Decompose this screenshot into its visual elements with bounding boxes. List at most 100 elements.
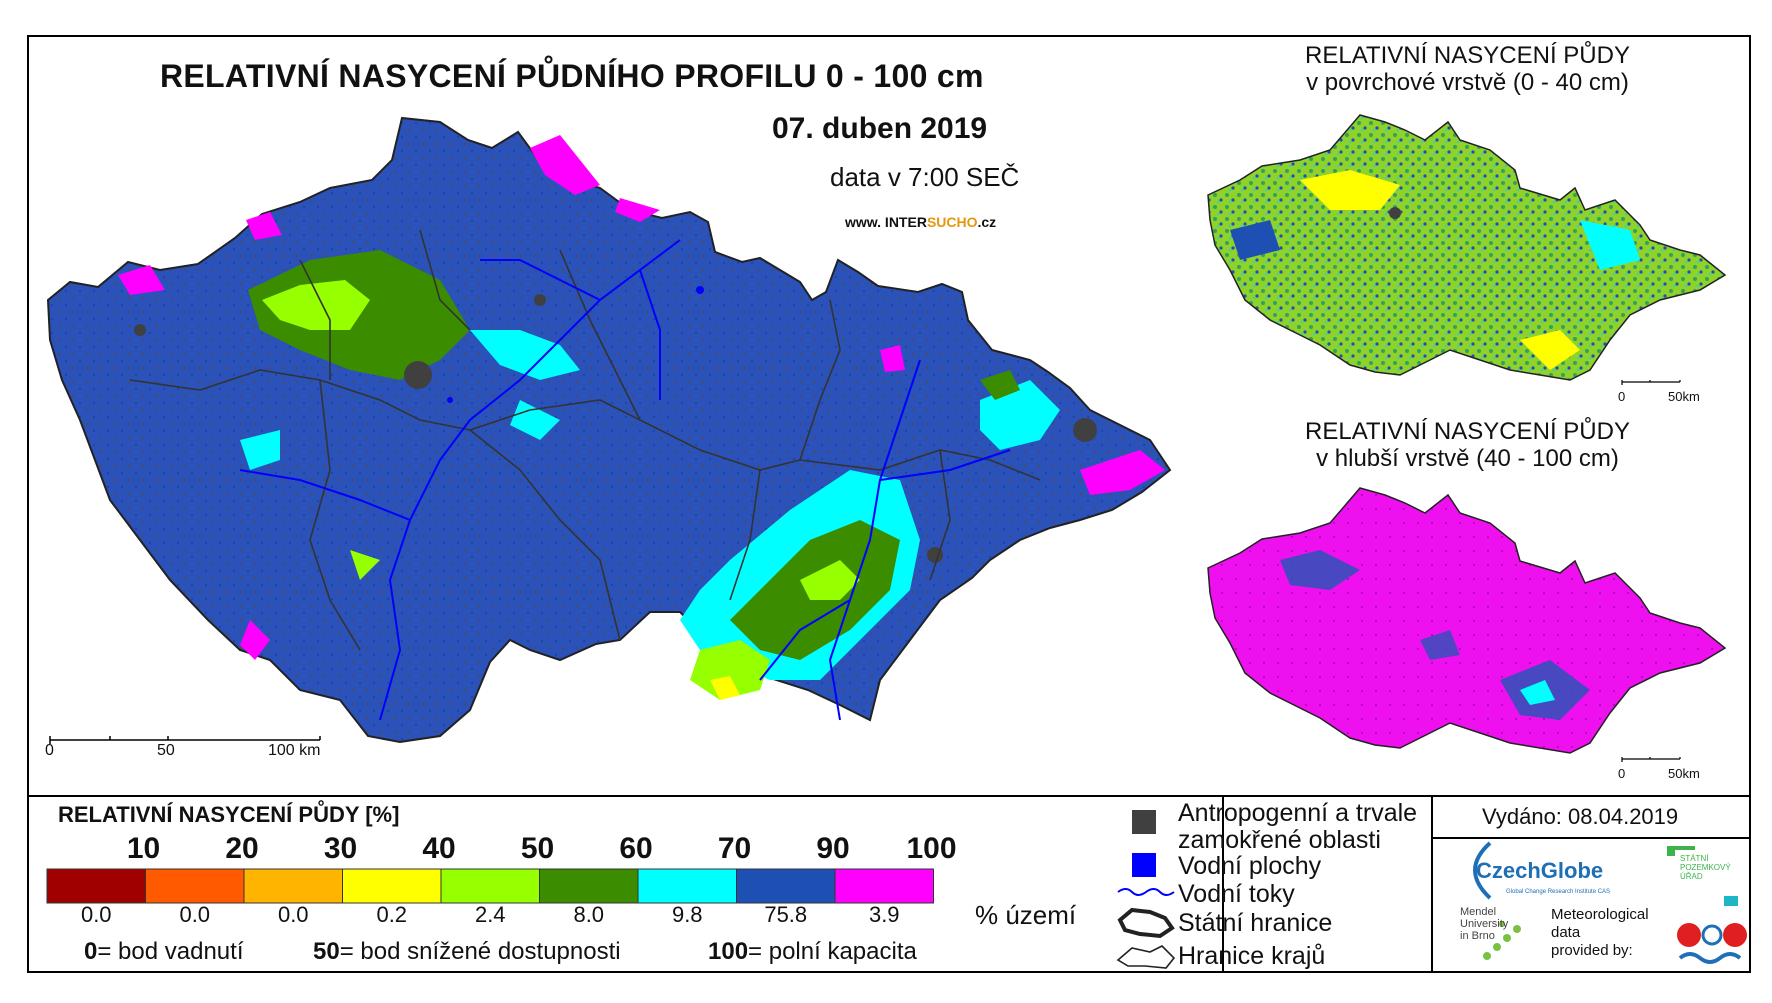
note-reduced-availability: 50= bod snížené dostupnosti bbox=[313, 938, 621, 966]
legend-region-border: Hranice krajů bbox=[1178, 942, 1326, 970]
spu-logo-text: STÁTNÍ POZEMKOVÝ ÚŘAD bbox=[1680, 854, 1731, 881]
spu-line1: STÁTNÍ bbox=[1680, 854, 1709, 863]
legend-class-swatch bbox=[736, 868, 836, 904]
legend-class-swatch bbox=[243, 868, 343, 904]
website-link[interactable]: www. INTERSUCHO.cz bbox=[845, 214, 996, 230]
inset-top-scale-label-0: 0 bbox=[1618, 389, 1626, 404]
legend-tick-label: 60 bbox=[619, 832, 653, 865]
rivers bbox=[239, 239, 1011, 721]
legend-class-swatch bbox=[834, 868, 934, 904]
legend-class-share: 0.0 bbox=[80, 902, 112, 927]
main-scale-label-0: 0 bbox=[45, 742, 54, 759]
legend-class-share: 8.0 bbox=[573, 902, 605, 927]
czechglobe-logo-icon bbox=[1473, 841, 1492, 900]
river-symbol bbox=[1117, 888, 1175, 896]
map-date: 07. duben 2019 bbox=[772, 112, 988, 145]
mendel-line3: in Brno bbox=[1460, 930, 1495, 942]
website-prefix: www. INTER bbox=[845, 214, 927, 230]
inset-deep-title-line1: RELATIVNÍ NASYCENÍ PŮDY bbox=[1305, 418, 1630, 445]
legend-class-swatch bbox=[637, 868, 737, 904]
legend-tick-label: 30 bbox=[323, 832, 358, 865]
czechglobe-logo-subtext: Global Change Research Institute CAS bbox=[1506, 889, 1611, 895]
legend-anthropogenic: Antropogenní a trvale zamokřené oblasti bbox=[1178, 800, 1417, 854]
legend-divider-vertical bbox=[1222, 797, 1224, 973]
legend-class-share: 0.0 bbox=[179, 902, 211, 927]
mendel-line1: Mendel bbox=[1460, 906, 1497, 918]
note-reduced-text: = bod snížené dostupnosti bbox=[339, 938, 621, 965]
main-map bbox=[46, 116, 1172, 744]
spu-line2: POZEMKOVÝ bbox=[1680, 863, 1731, 872]
met-line1: Meteorological bbox=[1551, 906, 1649, 923]
legend-tick-label: 40 bbox=[422, 832, 456, 865]
legend-class-swatch bbox=[46, 868, 146, 904]
water-area-swatch bbox=[1132, 853, 1156, 877]
inset-surface-title: RELATIVNÍ NASYCENÍ PŮDY v povrchové vrst… bbox=[1305, 42, 1630, 96]
legend-anthropogenic-line1: Antropogenní a trvale bbox=[1178, 799, 1418, 827]
region-border-symbol bbox=[1116, 945, 1176, 969]
issued-date: Vydáno: 08.04.2019 bbox=[1482, 804, 1679, 829]
legend-state-border: Státní hranice bbox=[1178, 909, 1333, 937]
inset-top-scale bbox=[1621, 380, 1681, 385]
note-field-capacity-value: 100 bbox=[708, 938, 749, 965]
legend-tick-label: 10 bbox=[126, 832, 161, 865]
inset-surface-title-line1: RELATIVNÍ NASYCENÍ PŮDY bbox=[1305, 42, 1630, 69]
map-title: RELATIVNÍ NASYCENÍ PŮDNÍHO PROFILU 0 - 1… bbox=[160, 58, 984, 94]
inset-top-scale-label-50: 50km bbox=[1668, 389, 1700, 404]
region-borders bbox=[129, 229, 1041, 651]
legend-anthropogenic-line2: zamokřené oblasti bbox=[1178, 826, 1381, 854]
note-wilting-point: 0= bod vadnutí bbox=[84, 938, 243, 966]
spu-logo-icon bbox=[1667, 846, 1738, 906]
map-frame bbox=[27, 35, 1751, 973]
mendel-logo-icon bbox=[1483, 921, 1521, 960]
legend-class-share: 0.0 bbox=[277, 902, 309, 927]
main-scale-label-100: 100 km bbox=[268, 742, 321, 759]
inset-deep-title-line2: v hlubší vrstvě (40 - 100 cm) bbox=[1316, 445, 1619, 472]
legend-title: RELATIVNÍ NASYCENÍ PŮDY [%] bbox=[58, 802, 400, 827]
inset-surface-title-line2: v povrchové vrstvě (0 - 40 cm) bbox=[1306, 69, 1629, 96]
website-highlight: SUCHO bbox=[926, 214, 978, 230]
main-scale-label-50: 50 bbox=[157, 742, 175, 759]
spu-line3: ÚŘAD bbox=[1680, 872, 1703, 881]
state-border-symbol bbox=[1117, 907, 1175, 939]
anthropogenic-swatch bbox=[1132, 810, 1156, 834]
legend-tick-label: 20 bbox=[225, 832, 259, 865]
legend-tick-label: 50 bbox=[520, 832, 555, 865]
inset-bottom-scale-label-50: 50km bbox=[1668, 766, 1700, 781]
note-reduced-value: 50 bbox=[313, 938, 340, 965]
note-field-capacity: 100= polní kapacita bbox=[708, 938, 917, 966]
met-data-credit: Meteorological data provided by: bbox=[1551, 906, 1649, 960]
chmi-logo-icon bbox=[1677, 923, 1747, 964]
legend-color-bar bbox=[46, 868, 934, 904]
legend-class-swatch bbox=[145, 868, 245, 904]
legend-tick-label: 90 bbox=[816, 832, 850, 865]
czechglobe-logo-text: CzechGlobe bbox=[1476, 858, 1604, 883]
inset-deep-title: RELATIVNÍ NASYCENÍ PŮDY v hlubší vrstvě … bbox=[1305, 418, 1630, 472]
legend-unit: % území bbox=[975, 900, 1077, 930]
note-wilting-text: = bod vadnutí bbox=[97, 938, 244, 965]
legend-tick-label: 70 bbox=[717, 832, 752, 865]
data-time: data v 7:00 SEČ bbox=[830, 162, 1020, 192]
inset-bottom-scale bbox=[1621, 757, 1681, 762]
legend-tick-label: 100 bbox=[906, 832, 957, 865]
legend-class-share: 9.8 bbox=[671, 902, 703, 927]
met-line3: provided by: bbox=[1551, 942, 1633, 959]
note-field-capacity-text: = polní kapacita bbox=[748, 938, 917, 965]
legend-class-swatch bbox=[342, 868, 442, 904]
mendel-line2: University bbox=[1460, 918, 1509, 930]
legend-water-areas: Vodní plochy bbox=[1178, 852, 1322, 880]
legend-class-share: 0.2 bbox=[376, 902, 408, 927]
legend-rivers: Vodní toky bbox=[1178, 880, 1295, 908]
website-suffix: .cz bbox=[977, 214, 997, 230]
legend-class-share: 75.8 bbox=[764, 902, 808, 927]
inset-bottom-scale-label-0: 0 bbox=[1618, 766, 1626, 781]
legend-class-share: 2.4 bbox=[474, 902, 506, 927]
met-line2: data bbox=[1551, 924, 1581, 941]
logo-divider-vertical bbox=[1431, 797, 1433, 973]
legend-class-share: 3.9 bbox=[868, 902, 900, 927]
inset-deep-map bbox=[1207, 487, 1727, 754]
legend-class-swatch bbox=[539, 868, 639, 904]
main-scale-bar bbox=[49, 736, 321, 744]
inset-surface-map bbox=[1207, 114, 1727, 381]
legend-divider bbox=[27, 795, 1751, 797]
